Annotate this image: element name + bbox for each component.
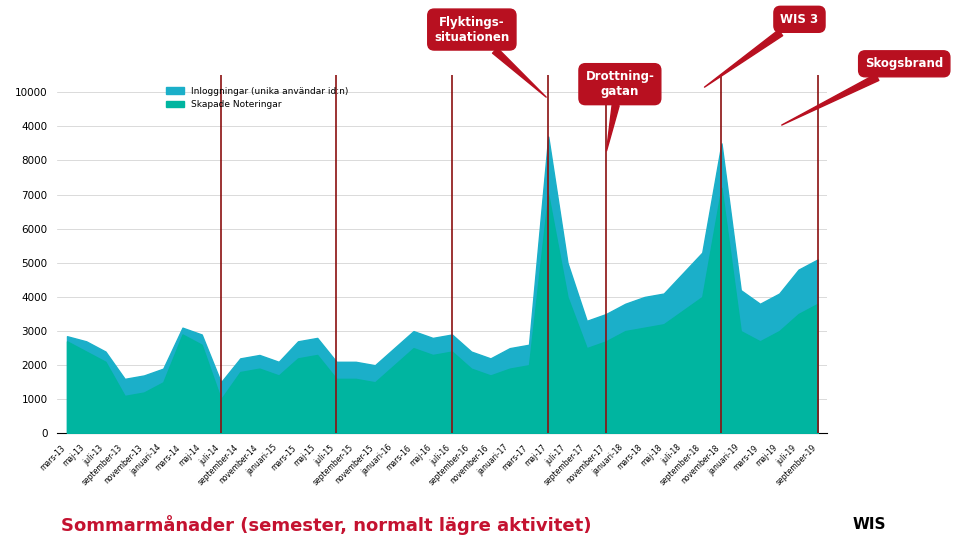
Text: Flyktings-
situationen: Flyktings- situationen: [434, 16, 546, 97]
Text: Skogsbrand: Skogsbrand: [781, 57, 944, 125]
Text: WIS 3: WIS 3: [705, 13, 819, 87]
Text: WIS: WIS: [852, 517, 885, 532]
Text: Drottning-
gatan: Drottning- gatan: [586, 70, 655, 151]
Text: Sommarmånader (semester, normalt lägre aktivitet): Sommarmånader (semester, normalt lägre a…: [61, 515, 591, 535]
Legend: Inloggningar (unika användar id:n), Skapade Noteringar: Inloggningar (unika användar id:n), Skap…: [162, 83, 351, 113]
